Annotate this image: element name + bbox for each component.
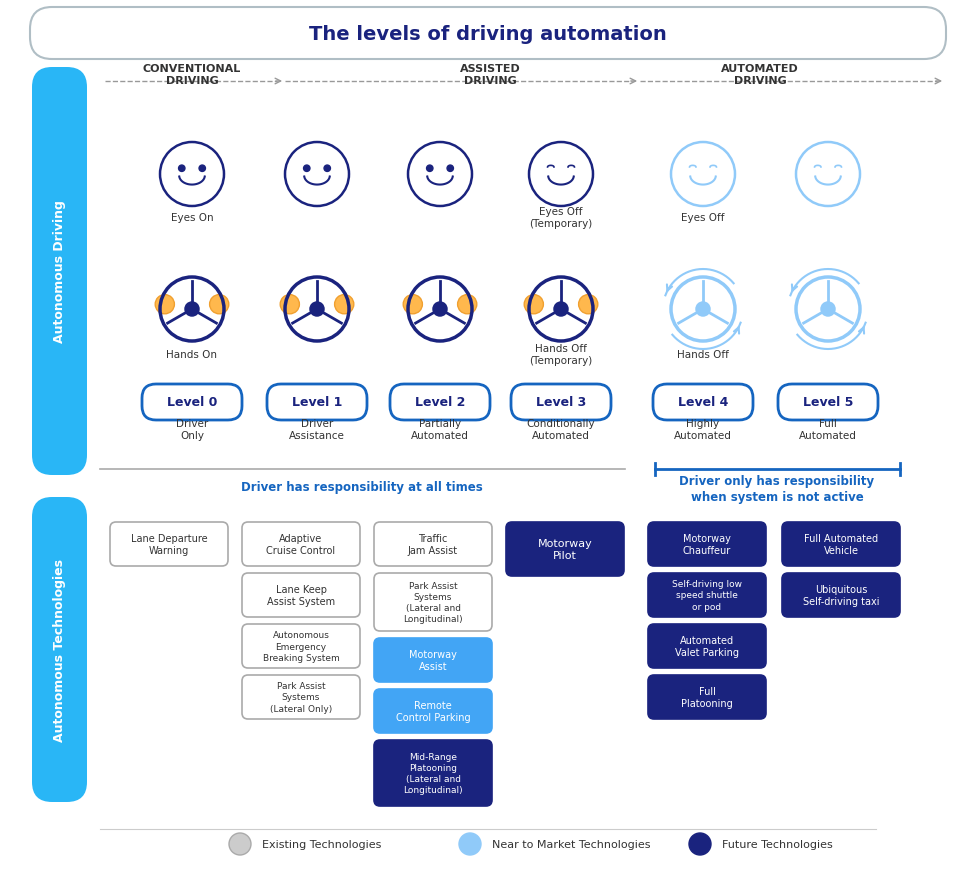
FancyBboxPatch shape — [506, 522, 624, 576]
Text: Eyes Off: Eyes Off — [681, 212, 725, 223]
FancyBboxPatch shape — [142, 385, 242, 421]
Text: Eyes On: Eyes On — [171, 212, 214, 223]
FancyBboxPatch shape — [648, 624, 766, 668]
Text: Ubiquitous
Self-driving taxi: Ubiquitous Self-driving taxi — [802, 584, 879, 607]
Circle shape — [433, 303, 447, 317]
Text: Eyes Off
(Temporary): Eyes Off (Temporary) — [529, 207, 592, 228]
Circle shape — [280, 295, 300, 314]
FancyBboxPatch shape — [242, 522, 360, 566]
Circle shape — [210, 295, 228, 314]
Text: Hands Off: Hands Off — [677, 349, 729, 360]
Circle shape — [554, 303, 568, 317]
FancyBboxPatch shape — [390, 385, 490, 421]
FancyBboxPatch shape — [32, 68, 87, 476]
Circle shape — [696, 303, 711, 317]
FancyBboxPatch shape — [267, 385, 367, 421]
Text: Autonomous Driving: Autonomous Driving — [53, 200, 65, 343]
FancyBboxPatch shape — [782, 522, 900, 566]
FancyBboxPatch shape — [30, 8, 946, 60]
Circle shape — [821, 303, 835, 317]
Text: Full Automated
Vehicle: Full Automated Vehicle — [804, 533, 878, 556]
FancyBboxPatch shape — [242, 624, 360, 668]
FancyBboxPatch shape — [778, 385, 878, 421]
Text: Remote
Control Parking: Remote Control Parking — [395, 700, 470, 723]
Text: Hands On: Hands On — [167, 349, 218, 360]
Text: Level 1: Level 1 — [292, 396, 343, 409]
Text: Full
Automated: Full Automated — [799, 418, 857, 441]
Text: Level 5: Level 5 — [803, 396, 853, 409]
Text: Autonomous Technologies: Autonomous Technologies — [53, 558, 65, 741]
Text: Mid-Range
Platooning
(Lateral and
Longitudinal): Mid-Range Platooning (Lateral and Longit… — [403, 752, 463, 795]
FancyBboxPatch shape — [374, 638, 492, 682]
FancyBboxPatch shape — [374, 573, 492, 631]
Text: Level 3: Level 3 — [536, 396, 587, 409]
Circle shape — [155, 295, 175, 314]
Text: Park Assist
Systems
(Lateral and
Longitudinal): Park Assist Systems (Lateral and Longitu… — [403, 581, 463, 623]
Circle shape — [459, 833, 481, 855]
Text: Level 4: Level 4 — [677, 396, 728, 409]
Text: Autonomous
Emergency
Breaking System: Autonomous Emergency Breaking System — [263, 630, 340, 662]
Text: Motorway
Chauffeur: Motorway Chauffeur — [683, 533, 731, 556]
Text: Driver
Assistance: Driver Assistance — [289, 418, 345, 441]
FancyBboxPatch shape — [242, 675, 360, 719]
Text: Partially
Automated: Partially Automated — [411, 418, 468, 441]
Text: Lane Keep
Assist System: Lane Keep Assist System — [267, 584, 335, 607]
Text: Conditionally
Automated: Conditionally Automated — [527, 418, 595, 441]
FancyBboxPatch shape — [242, 573, 360, 617]
Circle shape — [324, 166, 331, 172]
Text: Hands Off
(Temporary): Hands Off (Temporary) — [529, 344, 592, 365]
Text: ASSISTED
DRIVING: ASSISTED DRIVING — [460, 64, 520, 86]
FancyBboxPatch shape — [32, 498, 87, 802]
Circle shape — [185, 303, 199, 317]
Text: Level 2: Level 2 — [415, 396, 466, 409]
Text: Highly
Automated: Highly Automated — [674, 418, 732, 441]
Circle shape — [304, 166, 310, 172]
FancyBboxPatch shape — [782, 573, 900, 617]
Text: Near to Market Technologies: Near to Market Technologies — [492, 839, 650, 849]
Text: Automated
Valet Parking: Automated Valet Parking — [675, 635, 739, 658]
Text: Motorway
Assist: Motorway Assist — [409, 649, 457, 672]
Text: The levels of driving automation: The levels of driving automation — [309, 25, 667, 43]
Text: Self-driving low
speed shuttle
or pod: Self-driving low speed shuttle or pod — [672, 579, 742, 611]
Text: Driver has responsibility at all times: Driver has responsibility at all times — [241, 480, 483, 493]
Circle shape — [447, 166, 454, 172]
Text: Level 0: Level 0 — [167, 396, 218, 409]
Text: CONVENTIONAL
DRIVING: CONVENTIONAL DRIVING — [142, 64, 241, 86]
Circle shape — [403, 295, 423, 314]
Text: Park Assist
Systems
(Lateral Only): Park Assist Systems (Lateral Only) — [270, 681, 332, 713]
Circle shape — [689, 833, 711, 855]
Circle shape — [427, 166, 433, 172]
Text: Driver
Only: Driver Only — [176, 418, 208, 441]
Text: Lane Departure
Warning: Lane Departure Warning — [131, 533, 207, 556]
Text: Traffic
Jam Assist: Traffic Jam Assist — [408, 533, 458, 556]
FancyBboxPatch shape — [374, 740, 492, 806]
Text: Full
Platooning: Full Platooning — [681, 686, 733, 709]
Circle shape — [524, 295, 544, 314]
FancyBboxPatch shape — [511, 385, 611, 421]
Circle shape — [335, 295, 354, 314]
FancyBboxPatch shape — [648, 675, 766, 719]
FancyBboxPatch shape — [648, 573, 766, 617]
Text: Future Technologies: Future Technologies — [722, 839, 833, 849]
Text: Driver only has responsibility
when system is not active: Driver only has responsibility when syst… — [679, 475, 874, 504]
Circle shape — [310, 303, 324, 317]
FancyBboxPatch shape — [374, 522, 492, 566]
Text: Existing Technologies: Existing Technologies — [262, 839, 382, 849]
FancyBboxPatch shape — [648, 522, 766, 566]
Circle shape — [229, 833, 251, 855]
Circle shape — [458, 295, 477, 314]
FancyBboxPatch shape — [374, 689, 492, 733]
FancyBboxPatch shape — [110, 522, 228, 566]
Circle shape — [199, 166, 205, 172]
Circle shape — [179, 166, 185, 172]
Text: AUTOMATED
DRIVING: AUTOMATED DRIVING — [721, 64, 799, 86]
Text: Adaptive
Cruise Control: Adaptive Cruise Control — [266, 533, 336, 556]
FancyBboxPatch shape — [653, 385, 753, 421]
Text: Motorway
Pilot: Motorway Pilot — [538, 538, 592, 560]
Circle shape — [579, 295, 598, 314]
